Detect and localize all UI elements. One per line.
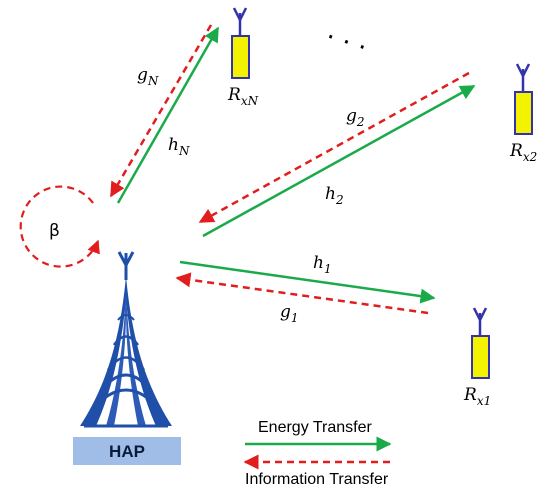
hn-sub: N <box>178 144 190 158</box>
legend-information-label: Information Transfer <box>245 471 389 488</box>
h2-sub: 2 <box>335 193 344 207</box>
svg-text:RxN: RxN <box>227 85 259 108</box>
hap-tower-icon <box>80 251 172 428</box>
hap-label-box: HAP <box>73 437 181 465</box>
hn-label: h <box>168 135 179 155</box>
antenna-icon <box>515 63 531 92</box>
receiver-n-sub: xN <box>241 94 259 108</box>
receiver-2-sub: x2 <box>523 150 537 164</box>
link-2: g2 h2 <box>198 71 476 238</box>
g1-label: g <box>280 302 291 322</box>
svg-text:g2: g2 <box>346 106 365 129</box>
svg-text:g1: g1 <box>280 302 299 325</box>
svg-text:Rx1: Rx1 <box>463 385 491 408</box>
energy-arrow-2 <box>202 84 476 238</box>
legend: Energy Transfer Information Transfer <box>243 419 392 488</box>
information-arrow-1 <box>175 272 429 315</box>
g2-label: g <box>346 106 357 126</box>
svg-text:Rx2: Rx2 <box>509 141 537 164</box>
loop-label: β <box>49 221 60 241</box>
receiver-2: Rx2 <box>509 63 537 164</box>
svg-text:h2: h2 <box>325 184 344 207</box>
g1-sub: 1 <box>291 311 299 325</box>
gn-label: g <box>137 65 148 85</box>
antenna-icon <box>232 7 248 36</box>
svg-text:hN: hN <box>168 135 190 158</box>
svg-text:gN: gN <box>137 65 159 88</box>
h1-label: h <box>313 253 324 273</box>
svg-text:h1: h1 <box>313 253 332 276</box>
receiver-1-sub: x1 <box>477 394 491 408</box>
link-n: gN hN <box>109 24 220 204</box>
antenna-icon <box>472 307 488 336</box>
information-arrow-2 <box>198 71 470 224</box>
link-1: h1 g1 <box>175 253 436 325</box>
receiver-n-label: R <box>227 85 241 105</box>
gn-sub: N <box>147 74 159 88</box>
receiver-1: Rx1 <box>463 307 491 408</box>
receiver-1-label: R <box>463 385 477 405</box>
hap-label: HAP <box>109 442 145 461</box>
receiver-n: RxN <box>227 7 259 108</box>
h2-label: h <box>325 184 336 204</box>
self-interference-loop: β <box>19 185 100 268</box>
h1-sub: 1 <box>324 262 332 276</box>
receiver-2-label: R <box>509 141 523 161</box>
legend-energy-label: Energy Transfer <box>258 419 373 436</box>
energy-arrow-n <box>116 26 220 204</box>
energy-arrow-1 <box>179 260 436 304</box>
more-receivers-dots: · · · <box>322 22 371 63</box>
g2-sub: 2 <box>356 115 365 129</box>
information-arrow-n <box>109 24 213 198</box>
